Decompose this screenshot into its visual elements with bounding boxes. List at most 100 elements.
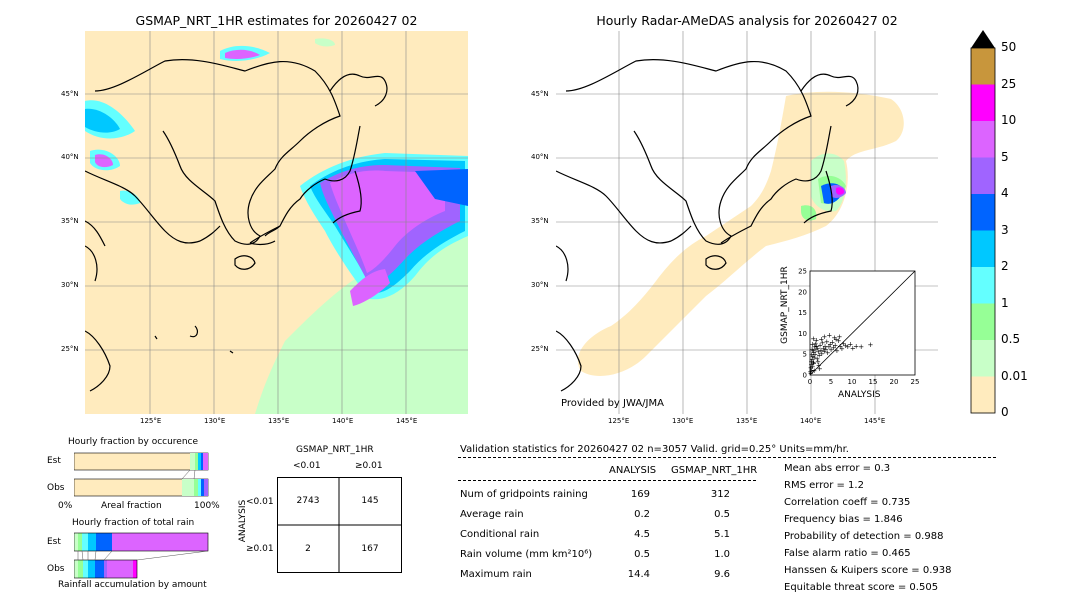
colorbar-cell-1 (971, 84, 995, 122)
contingency-col-title: GSMAP_NRT_1HR (296, 445, 374, 455)
validation-table-rule (458, 480, 756, 481)
scatter-point-31: + (841, 340, 847, 348)
left-lon-145: 145°E (396, 417, 418, 425)
colorbar-cell-4 (971, 194, 995, 231)
score-6: Hanssen & Kuipers score = 0.938 (784, 565, 952, 576)
scatter-point-63: + (821, 333, 827, 341)
scatter-point-8: + (815, 344, 821, 352)
colorbar-cell-7 (971, 303, 995, 341)
data-credit: Provided by JWA/JMA (561, 398, 664, 409)
scatter-point-17: + (822, 342, 828, 350)
left-lon-135: 135°E (268, 417, 290, 425)
scatter-point-32: + (843, 342, 849, 350)
scatter-point-19: + (824, 338, 830, 346)
colorbar-cell-6 (971, 267, 995, 304)
colorbar-cell-2 (971, 121, 995, 158)
contingency-row-label-0: <0.01 (246, 497, 274, 507)
scatter-point-62: + (836, 333, 842, 341)
left-lat-45: 45°N (61, 90, 79, 98)
colorbar-cell-9 (971, 376, 995, 414)
left-lat-25: 25°N (61, 345, 79, 353)
scatter-point-42: + (811, 349, 817, 357)
scatter-point-4: + (811, 354, 817, 362)
scatter-point-60: + (831, 334, 837, 342)
occurrence-axis-mid: Areal fraction (101, 501, 162, 511)
scatter-ytick-3: 15 (798, 309, 807, 317)
contingency-col-label-1: ≥0.01 (355, 461, 383, 471)
occurrence-est-label: Est (47, 456, 61, 466)
scatter-point-41: + (810, 352, 816, 360)
stat-gsmap-1: 0.5 (714, 509, 730, 520)
scatter-point-45: + (813, 337, 819, 345)
colorbar-cell-0 (971, 48, 995, 85)
total-rain-footer: Rainfall accumulation by amount (58, 580, 207, 590)
scatter-point-38: + (868, 341, 874, 349)
right-lat-25: 25°N (531, 345, 549, 353)
colorbar-label-6: 2 (1001, 259, 1009, 273)
scatter-xtick-0: 0 (808, 378, 812, 386)
scatter-point-9: + (815, 348, 821, 356)
colorbar-label-7: 1 (1001, 295, 1009, 310)
right-map: +++++++++++++++++++++++++++++++++++++ + ++… (556, 31, 938, 414)
scatter-point-39: + (808, 361, 814, 369)
scatter-xtick-4: 20 (890, 378, 899, 386)
score-7: Equitable threat score = 0.505 (784, 582, 939, 593)
occurrence-axis-left: 0% (58, 501, 73, 511)
colorbar-label-4: 4 (1001, 186, 1009, 200)
stat-gsmap-0: 312 (710, 489, 730, 500)
scatter-ytick-2: 10 (798, 330, 807, 338)
scatter-ytick-5: 25 (798, 268, 807, 276)
occurrence-bars (74, 452, 209, 497)
scatter-point-65: + (826, 332, 832, 340)
scatter-point-54: + (809, 345, 815, 353)
scatter-point-37: + (858, 343, 864, 351)
scatter-point-3: + (810, 359, 816, 367)
scatter-point-24: + (829, 339, 835, 347)
scatter-xtick-1: 5 (829, 378, 833, 386)
scatter-point-6: + (813, 346, 819, 354)
scatter-point-30: + (839, 345, 845, 353)
stat-analysis-1: 0.2 (634, 509, 650, 520)
validation-header-rule (458, 457, 996, 458)
scatter-point-28: + (836, 337, 842, 345)
occurrence-axis-right: 100% (194, 501, 220, 511)
colorbar-label-8: 0.5 (1001, 332, 1021, 346)
stat-label-0: Num of gridpoints raining (460, 489, 588, 500)
left-lon-140: 140°E (332, 417, 354, 425)
right-lat-45: 45°N (531, 90, 549, 98)
colorbar-cell-8 (971, 340, 995, 377)
scatter-point-64: + (818, 335, 824, 343)
left-lat-30: 30°N (61, 281, 79, 289)
left-lat-35: 35°N (61, 217, 79, 225)
colorbar-cell-5 (971, 230, 995, 268)
scatter-point-52: + (808, 358, 814, 366)
total-rain-title: Hourly fraction of total rain (72, 518, 195, 528)
contingency-cell-0-1: 145 (361, 496, 379, 506)
scatter-point-27: + (834, 347, 840, 355)
scatter-point-50: + (807, 368, 813, 376)
score-1: RMS error = 1.2 (784, 480, 864, 491)
scatter-point-20: + (825, 349, 831, 357)
scatter-point-33: + (845, 343, 851, 351)
scatter-point-18: + (823, 346, 829, 354)
right-lon-140: 140°E (800, 417, 822, 425)
scatter-point-10: + (816, 352, 822, 360)
contingency-row-label-1: ≥0.01 (246, 544, 274, 554)
right-lat-35: 35°N (531, 217, 549, 225)
scatter-point-55: + (810, 341, 816, 349)
scatter-point-47: + (815, 358, 821, 366)
score-0: Mean abs error = 0.3 (784, 463, 891, 474)
scatter-point-61: + (833, 336, 839, 344)
scatter-point-21: + (826, 343, 832, 351)
stat-label-1: Average rain (460, 509, 524, 520)
scatter-point-14: + (820, 339, 826, 347)
scatter-points: +++++++++++++++++++++++++++++++++++++ + ++… (807, 332, 873, 378)
scatter-point-11: + (817, 342, 823, 350)
scatter-point-58: + (811, 359, 817, 367)
scatter-point-0: + (808, 369, 814, 377)
scatter-point-46: + (814, 355, 820, 363)
scatter-point-2: + (810, 363, 816, 371)
total-rain-obs-label: Obs (47, 564, 65, 574)
validation-header: Validation statistics for 20260427 02 n=… (460, 444, 849, 455)
scatter-point-12: + (818, 347, 824, 355)
